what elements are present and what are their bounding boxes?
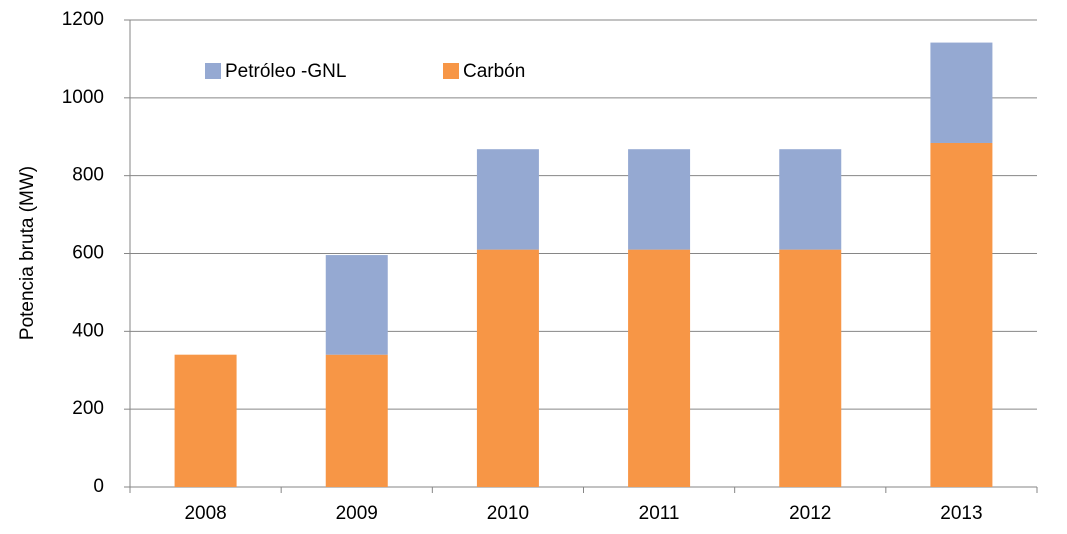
bar-segment [325, 255, 388, 355]
bar-segment [628, 149, 691, 250]
bar-segment [174, 354, 237, 487]
legend-label: Carbón [463, 61, 525, 82]
bar-segment [930, 42, 993, 143]
bar-segment [476, 249, 539, 487]
y-tick-label: 200 [72, 398, 104, 419]
legend-swatch [443, 63, 459, 79]
x-tick-label: 2013 [940, 503, 982, 524]
y-tick-label: 1000 [62, 87, 104, 108]
y-tick-label: 400 [72, 320, 104, 341]
y-tick-label: 600 [72, 243, 104, 264]
x-tick-label: 2011 [639, 503, 680, 524]
bar-segment [779, 249, 842, 487]
bar-segment [628, 249, 691, 487]
bar-segment [779, 149, 842, 250]
y-axis-label: Potencia bruta (MW) [17, 166, 38, 340]
y-tick-label: 1200 [62, 9, 104, 30]
x-tick-label: 2009 [336, 503, 378, 524]
bar-segment [325, 354, 388, 487]
legend-label: Petróleo -GNL [225, 61, 346, 82]
bar-segment [476, 149, 539, 250]
y-tick-label: 0 [93, 476, 104, 497]
y-tick-label: 800 [72, 165, 104, 186]
x-tick-label: 2008 [184, 503, 226, 524]
bar-segment [930, 142, 993, 487]
x-tick-label: 2010 [487, 503, 529, 524]
x-tick-label: 2012 [789, 503, 831, 524]
legend-swatch [205, 63, 221, 79]
